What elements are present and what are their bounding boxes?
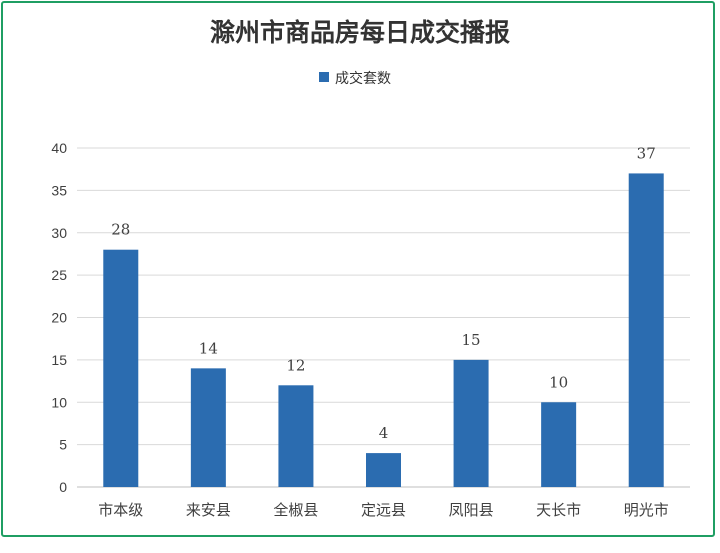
legend-label: 成交套数 — [335, 70, 391, 87]
x-category-label: 明光市 — [624, 501, 669, 519]
data-labels: 28 14 12 4 15 10 37 — [111, 144, 656, 442]
y-tick-label: 30 — [51, 225, 67, 241]
data-label: 4 — [379, 424, 389, 442]
data-label: 12 — [286, 356, 305, 374]
x-category-label: 来安县 — [186, 501, 231, 519]
bar — [103, 249, 139, 487]
y-tick-label: 20 — [51, 310, 67, 326]
y-tick-label: 35 — [51, 182, 67, 198]
bar — [190, 368, 226, 487]
data-label: 15 — [462, 331, 481, 349]
legend: 成交套数 — [319, 70, 391, 87]
data-label: 28 — [111, 221, 130, 239]
legend-swatch — [319, 72, 329, 82]
bar — [541, 402, 577, 487]
data-label: 10 — [549, 373, 568, 391]
x-category-label: 全椒县 — [273, 501, 318, 519]
x-category-label: 市本级 — [98, 501, 143, 519]
gridlines — [77, 147, 690, 488]
y-tick-label: 25 — [51, 267, 67, 283]
x-axis-categories: 市本级 来安县 全椒县 定远县 凤阳县 天长市 明光市 — [98, 501, 668, 519]
y-tick-label: 10 — [51, 394, 67, 410]
y-tick-label: 5 — [59, 437, 67, 453]
y-tick-label: 40 — [51, 140, 67, 156]
y-axis-ticks: 0 5 10 15 20 25 30 35 40 — [51, 140, 67, 495]
bar — [453, 359, 489, 487]
data-label: 37 — [637, 144, 656, 162]
chart-title: 滁州市商品房每日成交播报 — [210, 18, 510, 47]
x-category-label: 凤阳县 — [449, 501, 494, 519]
y-tick-label: 15 — [51, 352, 67, 368]
y-tick-label: 0 — [59, 479, 67, 495]
data-label: 14 — [199, 339, 218, 357]
bar — [366, 453, 401, 487]
x-category-label: 定远县 — [361, 501, 406, 519]
bars — [103, 173, 664, 488]
bar — [278, 385, 314, 487]
x-category-label: 天长市 — [536, 501, 581, 519]
bar — [628, 173, 664, 488]
